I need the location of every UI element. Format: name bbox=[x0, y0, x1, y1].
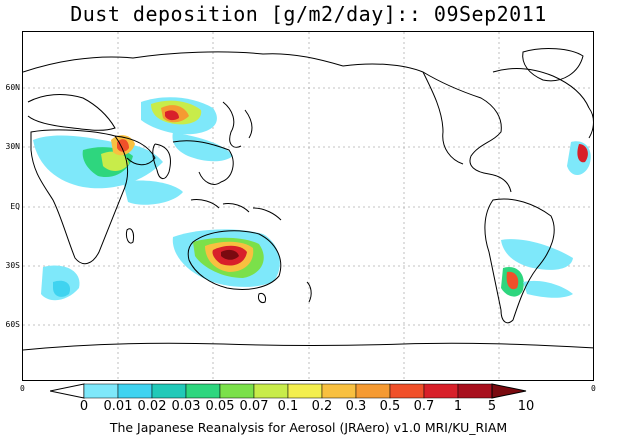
colorbar-swatch bbox=[457, 383, 493, 399]
colorbar-swatch bbox=[389, 383, 425, 399]
colorbar-tick-label: 0.1 bbox=[277, 399, 299, 414]
colorbar-tick-label: 0.2 bbox=[311, 399, 333, 414]
colorbar-tick-label: 1 bbox=[453, 399, 463, 414]
colorbar-tick-label: 5 bbox=[487, 399, 497, 414]
colorbar-swatch bbox=[185, 383, 221, 399]
colorbar-arrow-high bbox=[491, 383, 527, 399]
colorbar-swatch bbox=[219, 383, 255, 399]
colorbar-swatch bbox=[423, 383, 459, 399]
coastlines bbox=[23, 48, 593, 351]
lat-label-30s: 30S bbox=[5, 261, 20, 270]
colorbar-swatch bbox=[355, 383, 391, 399]
colorbar-tick-label: 0.7 bbox=[413, 399, 435, 414]
colorbar-swatch bbox=[287, 383, 323, 399]
world-map bbox=[22, 31, 594, 381]
colorbar-tick-label: 0.3 bbox=[345, 399, 367, 414]
colorbar-tick-label: 0.01 bbox=[103, 399, 133, 414]
colorbar-swatch bbox=[151, 383, 187, 399]
colorbar-swatch bbox=[117, 383, 153, 399]
dust-deposition-field bbox=[33, 97, 591, 301]
map-svg bbox=[23, 32, 593, 380]
footer-credit: The Japanese Reanalysis for Aerosol (JRA… bbox=[109, 420, 508, 435]
lon-label-left: 0 bbox=[20, 384, 25, 393]
colorbar-tick-label: 10 bbox=[517, 399, 535, 414]
map-title: Dust deposition [g/m2/day]:: 09Sep2011 bbox=[70, 2, 547, 26]
lat-label-60n: 60N bbox=[5, 83, 20, 92]
colorbar-swatch bbox=[83, 383, 119, 399]
colorbar-tick-label: 0.07 bbox=[239, 399, 269, 414]
colorbar-tick-label: 0.05 bbox=[205, 399, 235, 414]
colorbar-swatch bbox=[253, 383, 289, 399]
colorbar bbox=[50, 383, 527, 399]
colorbar-tick-label: 0.5 bbox=[379, 399, 401, 414]
colorbar-tick-label: 0.02 bbox=[137, 399, 167, 414]
lon-label-right: 0 bbox=[591, 384, 596, 393]
lat-label-eq: EQ bbox=[10, 202, 20, 211]
colorbar-tick-label: 0.03 bbox=[171, 399, 201, 414]
colorbar-tick-label: 0 bbox=[79, 399, 89, 414]
lat-label-60s: 60S bbox=[5, 320, 20, 329]
colorbar-arrow-low bbox=[50, 383, 85, 399]
colorbar-swatch bbox=[321, 383, 357, 399]
lat-label-30n: 30N bbox=[5, 142, 20, 151]
graticule bbox=[23, 32, 593, 380]
